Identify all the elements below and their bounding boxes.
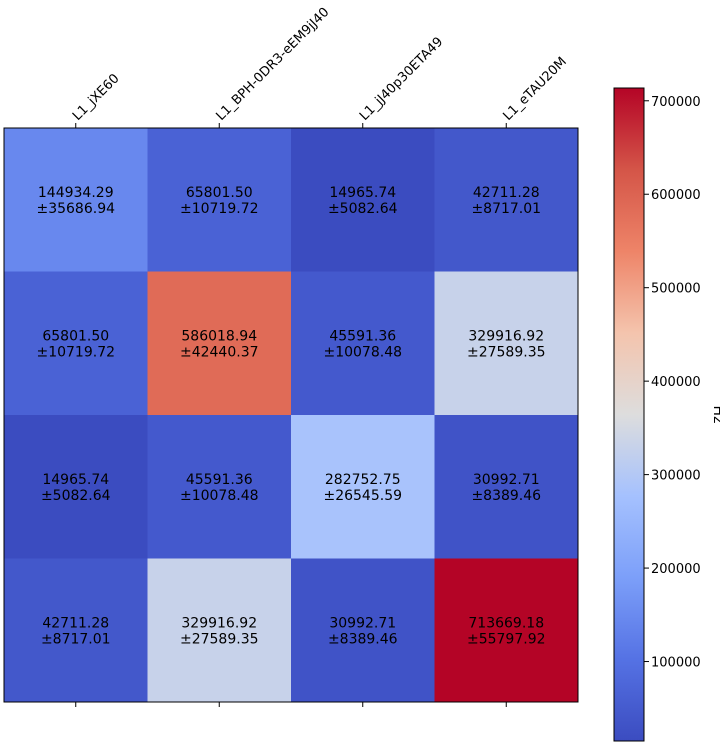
- cell-value-label: 14965.74 ±5082.64: [41, 472, 111, 504]
- cell-value-label: 586018.94 ±42440.37: [180, 328, 259, 360]
- heatmap-cell: [147, 128, 292, 272]
- cell-value-label: 14965.74 ±5082.64: [328, 185, 398, 217]
- heatmap-cell: [291, 128, 435, 272]
- heatmap-cell: [4, 558, 148, 703]
- cell-value-label: 65801.50 ±10719.72: [180, 185, 259, 217]
- colorbar-tick-label: 300000: [651, 469, 701, 484]
- plot-frame: [3, 127, 579, 703]
- heatmap-cell: [291, 558, 435, 703]
- cell-value-label: 65801.50 ±10719.72: [36, 328, 115, 360]
- cell-value-label: 329916.92 ±27589.35: [180, 615, 259, 647]
- colorbar-tick-label: 700000: [651, 95, 701, 110]
- cell-value-label: 329916.92 ±27589.35: [467, 328, 546, 360]
- colorbar: 100000 200000 300000 400000 500000 600000 7000…: [613, 87, 720, 742]
- x-tick-label: L1_jXE60: [70, 71, 123, 124]
- heatmap-cell: [291, 271, 435, 416]
- heatmap-cell: [434, 128, 579, 272]
- cell-value-label: 45591.36 ±10078.48: [323, 328, 402, 360]
- cell-value-label: 45591.36 ±10078.48: [180, 472, 259, 504]
- heatmap-cell: [4, 128, 148, 272]
- heatmap-cell: [434, 271, 579, 416]
- heatmap-cell: [147, 558, 292, 703]
- colorbar-tick-label: 500000: [651, 282, 701, 297]
- cell-value-label: 144934.29 ±35686.94: [36, 185, 115, 217]
- x-tick-label: L1_BPH-0DR3-eEM9jJ40: [213, 5, 332, 124]
- heatmap-cell-labels: 144934.29 ±35686.94 65801.50 ±10719.72 14965…: [36, 185, 545, 648]
- cell-value-label: 42711.28 ±8717.01: [471, 185, 541, 217]
- cell-value-label: 42711.28 ±8717.01: [41, 615, 111, 647]
- heatmap-cell: [434, 558, 579, 703]
- colorbar-tick-label: 600000: [651, 188, 701, 203]
- colorbar-label: Hz: [710, 406, 720, 424]
- colorbar-gradient: [613, 87, 645, 742]
- cell-value-label: 30992.71 ±8389.46: [471, 472, 541, 504]
- cell-value-label: 282752.75 ±26545.59: [323, 472, 402, 504]
- cell-value-label: 30992.71 ±8389.46: [328, 615, 398, 647]
- colorbar-tick-label: 100000: [651, 656, 701, 671]
- heatmap-cell: [291, 415, 435, 559]
- cell-value-label: 713669.18 ±55797.92: [467, 615, 546, 647]
- heatmap-cells: [4, 128, 579, 703]
- heatmap-cell: [147, 271, 292, 416]
- x-tick-label: L1_eTAU20M: [500, 54, 569, 123]
- heatmap-cell: [4, 415, 148, 559]
- colorbar-tick-label: 200000: [651, 562, 701, 577]
- x-tick-label: L1_jJ40p30ETA49: [357, 34, 446, 123]
- colorbar-tick-label: 400000: [651, 375, 701, 390]
- heatmap-cell: [4, 271, 148, 416]
- heatmap-cell: [434, 415, 579, 559]
- heatmap-cell: [147, 415, 292, 559]
